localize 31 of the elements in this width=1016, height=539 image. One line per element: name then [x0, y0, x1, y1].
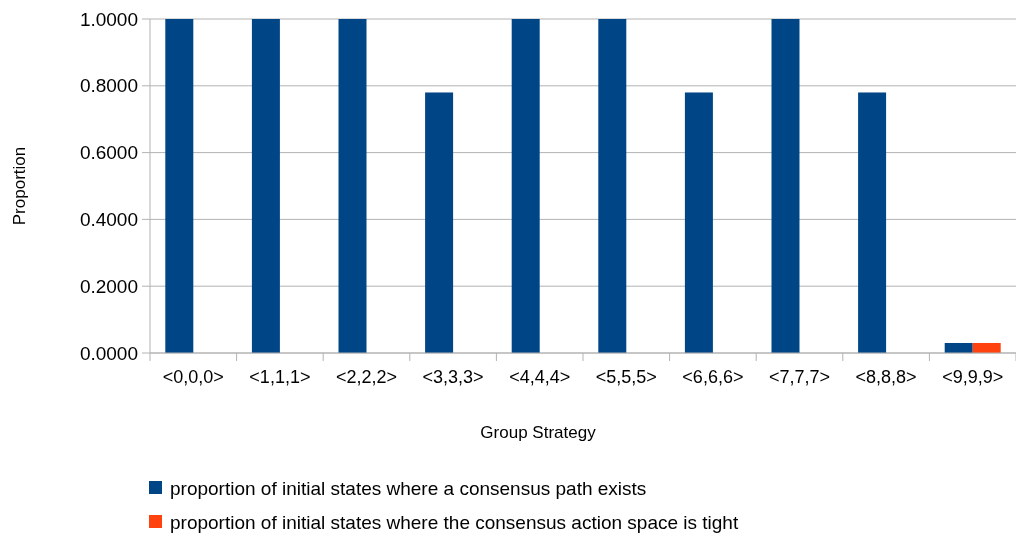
x-tick-label: <3,3,3>: [422, 367, 484, 387]
x-tick-label: <4,4,4>: [509, 367, 571, 387]
y-axis-title: Proportion: [10, 146, 29, 226]
bar: [251, 19, 280, 353]
bar: [858, 92, 887, 353]
x-tick-label: <5,5,5>: [595, 367, 657, 387]
bar: [511, 19, 540, 353]
x-tick-label: <2,2,2>: [335, 367, 398, 387]
y-tick-label: 1.0000: [79, 8, 138, 30]
x-tick-label: <1,1,1>: [249, 367, 311, 387]
bar: [944, 342, 973, 353]
bar: [425, 92, 454, 353]
y-tick-label: 0.0000: [79, 342, 138, 364]
bar: [972, 342, 1001, 353]
x-tick-label: <8,8,8>: [855, 367, 917, 387]
y-tick-label: 0.6000: [79, 142, 138, 164]
legend-label: proportion of initial states where the consensus action space is tight: [170, 511, 739, 533]
bar: [338, 19, 367, 353]
legend-label: proportion of initial states where a consensus path exists: [170, 477, 647, 499]
x-tick-label: <6,6,6>: [682, 367, 744, 387]
y-tick-label: 0.8000: [79, 75, 138, 97]
x-axis-title: Group Strategy: [480, 423, 597, 442]
bar: [165, 19, 194, 353]
bar: [598, 19, 627, 353]
bar: [771, 19, 800, 353]
x-tick-label: <9,9,9>: [942, 367, 1004, 387]
x-tick-label: <7,7,7>: [768, 367, 831, 387]
bar: [684, 92, 713, 353]
y-tick-label: 0.2000: [79, 275, 138, 297]
y-tick-label: 0.4000: [79, 209, 138, 231]
x-tick-label: <0,0,0>: [162, 367, 224, 387]
